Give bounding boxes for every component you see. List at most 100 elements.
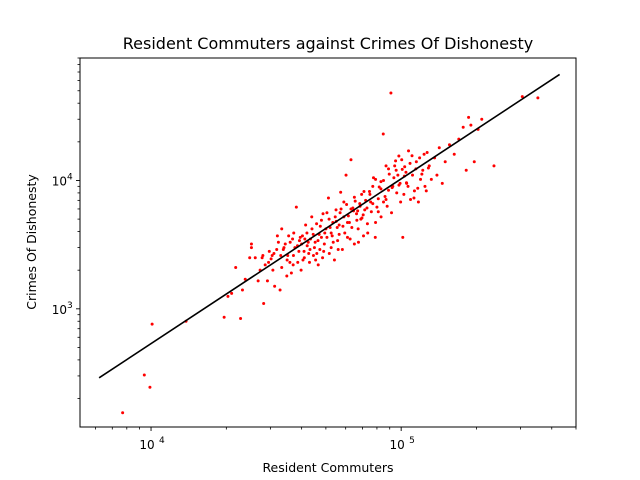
data-point-84 [371, 176, 375, 180]
y-tick-label-0: 10 [52, 303, 67, 317]
data-point-107 [416, 200, 420, 204]
data-point-195 [321, 256, 325, 260]
data-point-162 [371, 184, 375, 188]
data-point-15 [253, 256, 257, 260]
y-tick-label-1: 10 [52, 174, 67, 188]
data-point-81 [365, 222, 369, 226]
data-point-129 [492, 164, 496, 168]
data-point-118 [443, 160, 447, 164]
data-point-105 [412, 189, 416, 193]
data-point-41 [299, 268, 303, 272]
data-point-97 [397, 154, 401, 158]
data-point-246 [404, 181, 408, 185]
data-point-243 [398, 181, 402, 185]
data-point-198 [333, 215, 337, 219]
data-point-174 [402, 192, 406, 196]
data-point-74 [352, 242, 356, 246]
data-point-8 [234, 265, 238, 269]
data-point-111 [425, 151, 429, 155]
data-point-163 [374, 221, 378, 225]
data-point-33 [287, 234, 291, 238]
data-point-3 [150, 322, 154, 326]
data-point-218 [318, 224, 322, 228]
data-point-215 [303, 237, 307, 241]
data-point-206 [361, 213, 365, 217]
data-point-55 [321, 212, 325, 216]
data-point-67 [340, 247, 344, 251]
data-point-227 [352, 195, 356, 199]
data-point-230 [362, 190, 366, 194]
data-point-108 [419, 177, 423, 181]
data-point-56 [322, 242, 326, 246]
data-point-236 [379, 187, 383, 191]
data-point-142 [312, 246, 316, 250]
x-tick-label-0: 10 [139, 438, 154, 452]
data-point-66 [339, 190, 343, 194]
data-point-238 [384, 198, 388, 202]
data-point-32 [285, 274, 289, 278]
data-point-134 [288, 240, 292, 244]
data-point-27 [276, 240, 280, 244]
data-point-135 [291, 263, 295, 267]
data-point-126 [472, 160, 476, 164]
data-point-28 [278, 288, 282, 292]
data-point-225 [345, 221, 349, 225]
data-point-10 [240, 288, 244, 292]
data-point-211 [281, 247, 285, 251]
data-point-88 [379, 215, 383, 219]
data-point-130 [520, 95, 524, 99]
data-point-42 [300, 234, 304, 238]
data-point-213 [292, 231, 296, 235]
data-point-157 [356, 240, 360, 244]
data-point-40 [297, 239, 301, 243]
data-point-20 [263, 263, 267, 267]
data-point-99 [401, 235, 405, 239]
data-point-24 [271, 268, 275, 272]
data-point-30 [280, 227, 284, 231]
data-point-103 [409, 198, 413, 202]
axis-ticks: 10 4 10 510 310 4 [52, 57, 577, 452]
data-point-208 [267, 260, 271, 264]
data-point-244 [400, 167, 404, 171]
x-tick-label-1: 10 [390, 438, 405, 452]
data-point-5 [222, 315, 226, 319]
data-point-226 [349, 207, 353, 211]
data-point-26 [275, 247, 279, 251]
data-point-235 [376, 210, 380, 214]
data-point-197 [329, 246, 333, 250]
data-point-185 [424, 189, 428, 193]
data-point-145 [319, 218, 323, 222]
data-point-220 [327, 217, 331, 221]
data-point-199 [337, 232, 341, 236]
data-point-12 [248, 256, 252, 260]
data-point-31 [283, 242, 287, 246]
data-point-209 [270, 254, 274, 258]
data-point-53 [318, 247, 322, 251]
data-point-0 [121, 411, 125, 415]
data-point-90 [383, 195, 387, 199]
data-point-136 [297, 249, 301, 253]
data-point-82 [367, 190, 371, 194]
data-point-204 [355, 218, 359, 222]
data-point-179 [412, 196, 416, 200]
data-point-131 [536, 96, 540, 100]
data-point-21 [265, 279, 269, 283]
data-point-188 [285, 258, 289, 262]
data-point-91 [385, 204, 389, 208]
data-point-222 [335, 226, 339, 230]
data-point-29 [280, 265, 284, 269]
data-point-104 [411, 173, 414, 177]
data-point-160 [366, 231, 370, 235]
data-point-164 [376, 197, 380, 201]
data-point-224 [342, 200, 346, 204]
y-axis-label: Crimes Of Dishonesty [24, 174, 39, 310]
data-point-62 [332, 258, 336, 262]
data-point-221 [330, 234, 334, 238]
data-point-45 [305, 244, 309, 248]
data-point-229 [359, 217, 363, 221]
data-point-217 [314, 258, 318, 262]
data-point-70 [345, 235, 349, 239]
data-point-178 [410, 154, 414, 158]
data-point-216 [308, 247, 312, 251]
